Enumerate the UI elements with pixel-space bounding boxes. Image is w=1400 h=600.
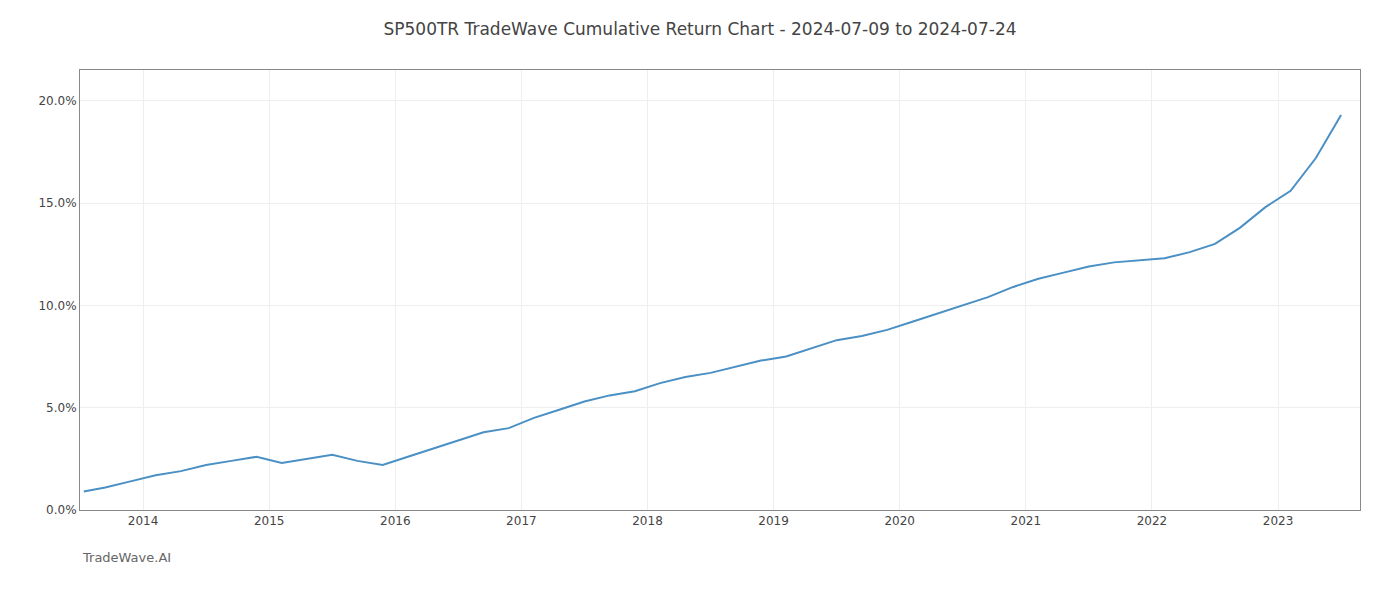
svg-text:2021: 2021 (1011, 514, 1042, 528)
svg-text:2023: 2023 (1263, 514, 1294, 528)
svg-text:2019: 2019 (758, 514, 789, 528)
svg-text:2015: 2015 (254, 514, 285, 528)
svg-text:2014: 2014 (128, 514, 159, 528)
svg-text:2018: 2018 (632, 514, 663, 528)
svg-text:15.0%: 15.0% (38, 196, 76, 210)
svg-text:0.0%: 0.0% (46, 503, 77, 517)
svg-text:10.0%: 10.0% (38, 299, 76, 313)
svg-text:20.0%: 20.0% (38, 94, 76, 108)
svg-text:2016: 2016 (380, 514, 411, 528)
svg-text:TradeWave.AI: TradeWave.AI (82, 550, 171, 565)
svg-text:SP500TR TradeWave Cumulative R: SP500TR TradeWave Cumulative Return Char… (383, 19, 1016, 39)
svg-text:2020: 2020 (884, 514, 915, 528)
svg-text:5.0%: 5.0% (46, 401, 77, 415)
svg-text:2017: 2017 (506, 514, 537, 528)
svg-text:2022: 2022 (1137, 514, 1168, 528)
